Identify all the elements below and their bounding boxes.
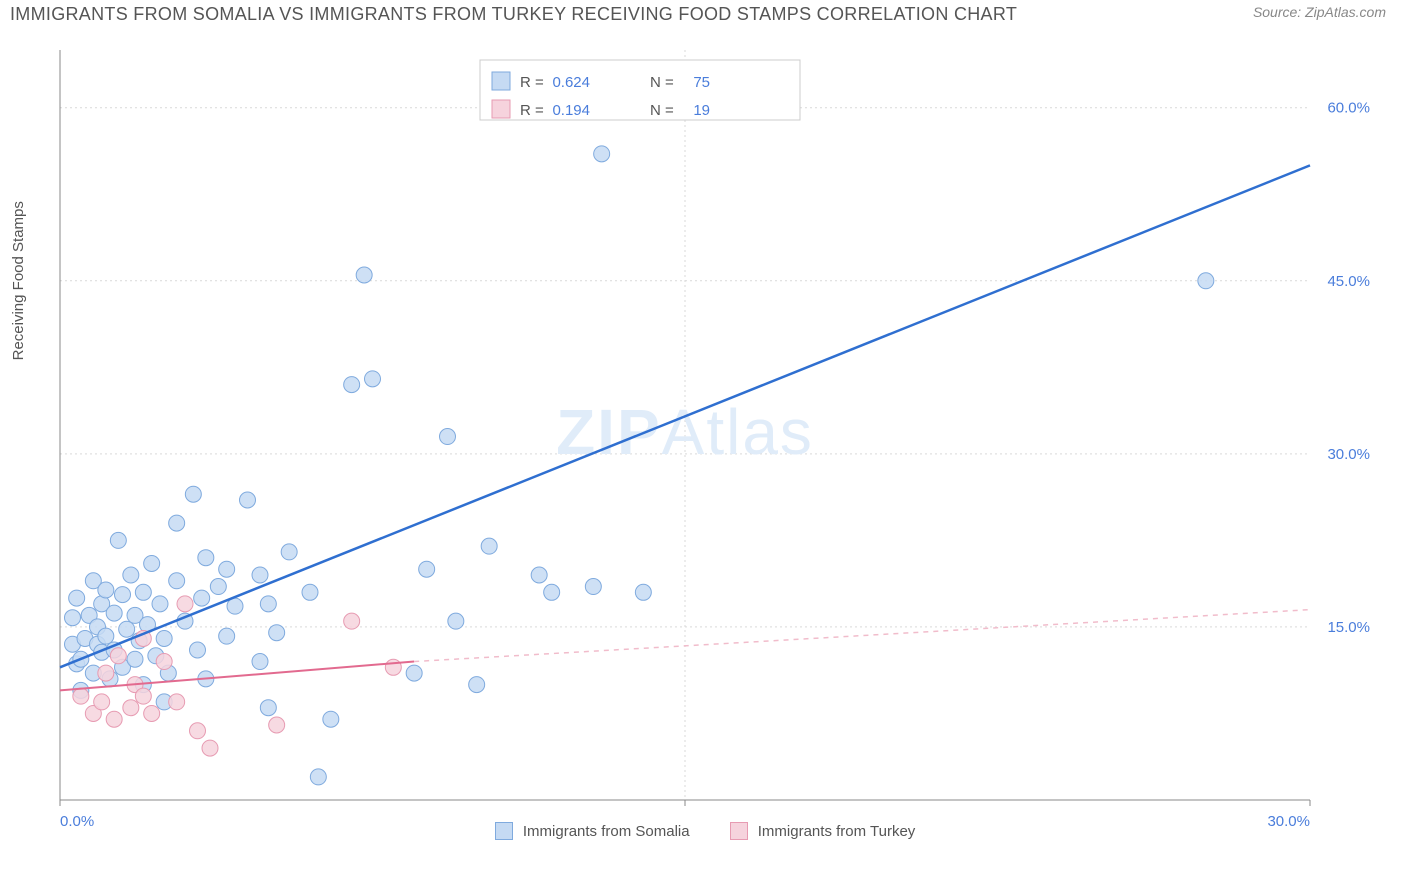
scatter-chart: ZIPAtlas0.0%30.0%15.0%30.0%45.0%60.0%R =… <box>20 40 1390 840</box>
svg-text:0.624: 0.624 <box>552 74 590 91</box>
svg-text:0.194: 0.194 <box>552 102 590 119</box>
svg-text:75: 75 <box>693 74 710 91</box>
chart-source: Source: ZipAtlas.com <box>1253 4 1386 20</box>
svg-text:R =: R = <box>520 74 544 91</box>
legend-label-somalia: Immigrants from Somalia <box>523 823 690 840</box>
svg-text:19: 19 <box>693 102 710 119</box>
legend-swatch-somalia <box>495 822 513 840</box>
y-axis-label: Receiving Food Stamps <box>10 201 27 360</box>
legend-swatch-turkey <box>730 822 748 840</box>
legend-label-turkey: Immigrants from Turkey <box>758 823 916 840</box>
svg-text:R =: R = <box>520 102 544 119</box>
legend-item-somalia: Immigrants from Somalia <box>495 822 690 840</box>
svg-text:ZIPAtlas: ZIPAtlas <box>556 396 814 468</box>
chart-title: IMMIGRANTS FROM SOMALIA VS IMMIGRANTS FR… <box>10 4 1017 25</box>
svg-text:15.0%: 15.0% <box>1327 619 1370 636</box>
svg-text:45.0%: 45.0% <box>1327 273 1370 290</box>
chart-container: Receiving Food Stamps ZIPAtlas0.0%30.0%1… <box>20 40 1390 840</box>
svg-text:N =: N = <box>650 102 674 119</box>
legend-item-turkey: Immigrants from Turkey <box>730 822 916 840</box>
svg-text:30.0%: 30.0% <box>1327 446 1370 463</box>
svg-text:60.0%: 60.0% <box>1327 100 1370 117</box>
bottom-legend: Immigrants from Somalia Immigrants from … <box>20 822 1390 840</box>
svg-text:N =: N = <box>650 74 674 91</box>
